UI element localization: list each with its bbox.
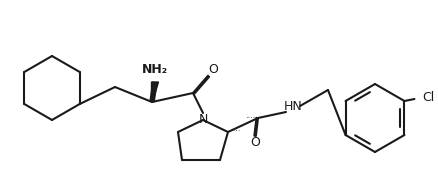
Text: HN: HN [283, 101, 302, 114]
Polygon shape [151, 82, 158, 102]
Text: N: N [198, 114, 207, 126]
Text: O: O [250, 136, 259, 149]
Text: ····: ···· [230, 128, 240, 136]
Text: ····: ···· [245, 115, 255, 123]
Text: O: O [208, 64, 217, 77]
Text: NH₂: NH₂ [141, 64, 168, 77]
Text: Cl: Cl [421, 91, 434, 105]
